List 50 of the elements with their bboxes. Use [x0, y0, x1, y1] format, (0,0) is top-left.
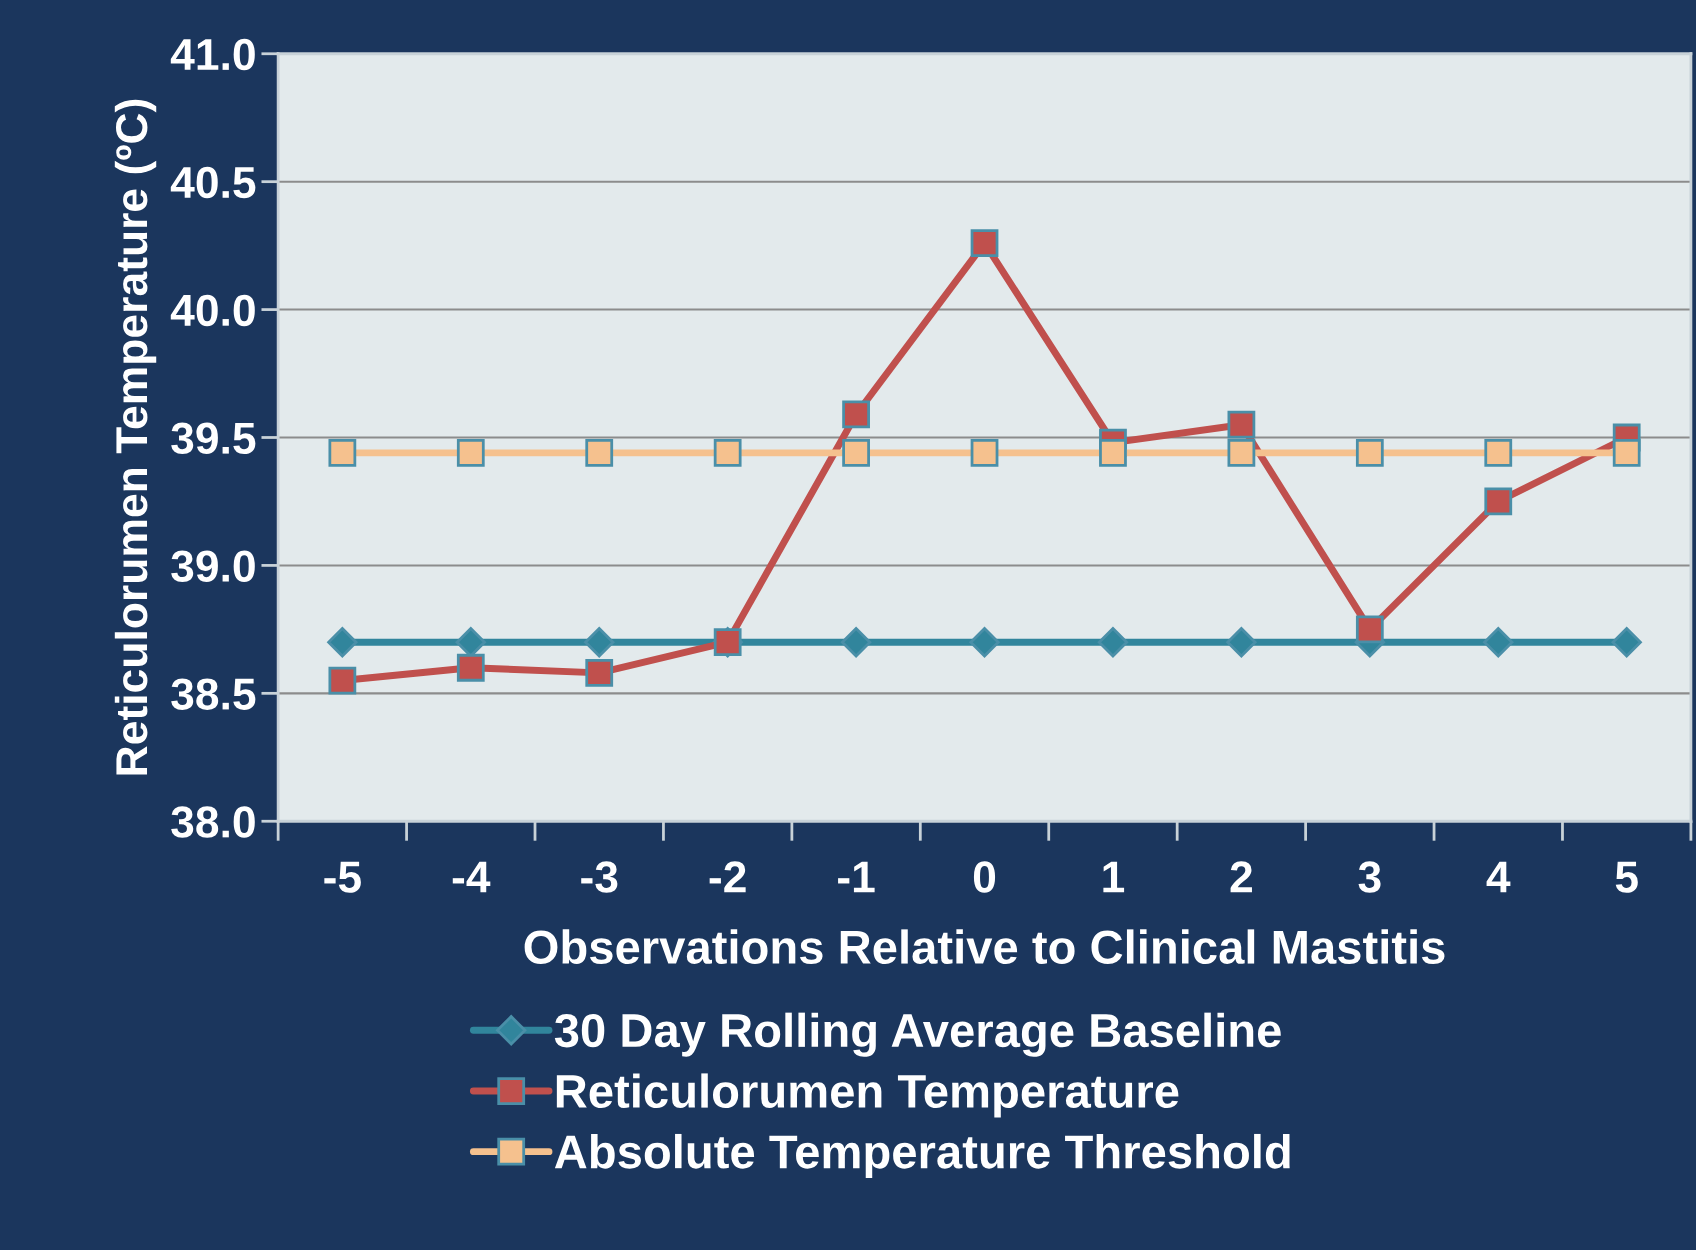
point	[1097, 627, 1129, 658]
point	[842, 400, 870, 429]
x-axis-title: Observations Relative to Clinical Mastitis	[524, 929, 1445, 965]
point	[842, 438, 870, 467]
point	[1226, 627, 1257, 658]
y-tick-label: 40.5	[170, 166, 256, 199]
y-tick-label: 38.5	[171, 678, 256, 710]
y-tick-label: 39.5	[171, 422, 256, 455]
y-tick-label: 41.0	[170, 38, 255, 71]
y-tick-label: 38.0	[171, 806, 255, 838]
x-tick-label: 4	[1486, 861, 1511, 893]
point	[328, 666, 357, 695]
legend-label: 30 Day Rolling Average Baseline	[554, 1012, 1281, 1057]
y-tick-label: 40.0	[170, 294, 255, 327]
x-tick-label: -1	[838, 861, 875, 893]
point	[713, 438, 742, 467]
y-axis-title: Reticulorumen Temperature (ºC)	[114, 99, 157, 775]
x-tick-label: -3	[581, 861, 618, 893]
x-tick-label: -5	[324, 861, 361, 893]
point	[456, 653, 485, 682]
point	[456, 438, 485, 467]
point	[1355, 615, 1384, 644]
point	[328, 438, 357, 467]
legend-label: Absolute Temperature Threshold	[554, 1133, 1290, 1178]
point	[970, 438, 999, 467]
point	[584, 627, 615, 658]
x-tick-label: -2	[709, 861, 746, 893]
x-tick-label: 5	[1615, 861, 1638, 893]
point	[1227, 410, 1256, 439]
point	[1611, 627, 1642, 658]
point	[1483, 627, 1514, 658]
point	[1099, 438, 1127, 467]
point	[969, 627, 1000, 658]
point	[1484, 487, 1513, 516]
point	[585, 438, 614, 467]
legend-label: Reticulorumen Temperature	[556, 1073, 1179, 1118]
point	[840, 627, 872, 658]
x-tick-label: 0	[973, 861, 996, 893]
x-tick-label: 3	[1358, 861, 1381, 893]
point	[585, 658, 614, 687]
x-tick-label: 2	[1230, 861, 1252, 893]
y-tick-label: 39.0	[171, 550, 255, 583]
point	[1484, 438, 1513, 467]
point	[1355, 438, 1384, 467]
point	[327, 627, 358, 658]
point	[970, 229, 999, 257]
point	[1227, 438, 1256, 467]
x-tick-label: -4	[452, 861, 491, 893]
point	[1612, 438, 1641, 467]
x-tick-label: 1	[1103, 861, 1125, 893]
